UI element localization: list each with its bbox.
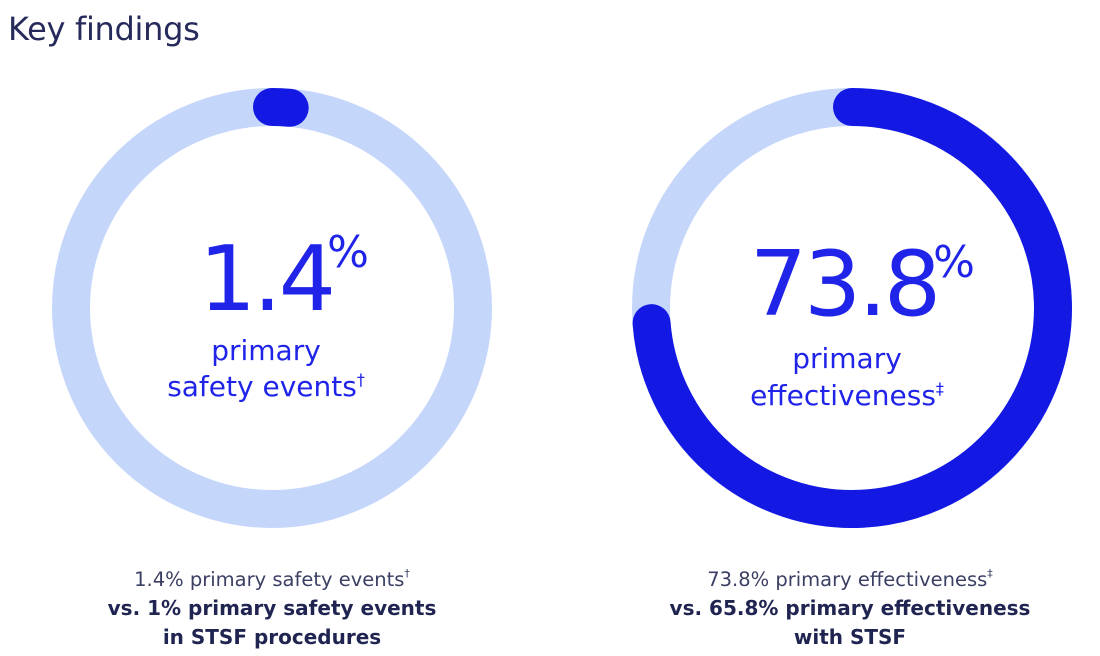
ring-value: 73.8: [750, 232, 938, 337]
ring-unit: %: [327, 227, 369, 278]
ring-unit: %: [933, 237, 975, 288]
page-title: Key findings: [8, 10, 200, 48]
caption-line3: in STSF procedures: [162, 625, 382, 649]
ring-label-line2: effectiveness‡: [750, 379, 944, 412]
ring-label-line1: primary: [792, 342, 902, 375]
safety-events-ring: 1.4 % primary safety events†: [52, 88, 492, 528]
caption-mark: ‡: [987, 567, 993, 580]
ring-label-line1: primary: [211, 334, 321, 367]
caption-mark: †: [404, 567, 410, 580]
caption-line3: with STSF: [793, 625, 907, 649]
caption-line1: 1.4% primary safety events†: [134, 567, 410, 591]
effectiveness-caption: 73.8% primary effectiveness‡ vs. 65.8% p…: [630, 566, 1070, 652]
ring-label-line2: safety events†: [167, 370, 365, 403]
caption-line2: vs. 1% primary safety events: [107, 596, 437, 620]
ring-progress-arc: [253, 88, 309, 127]
ring-progress-arc: [632, 88, 1072, 528]
ring-label-text: effectiveness: [750, 379, 936, 412]
ring-label-text: safety events: [167, 370, 357, 403]
safety-caption: 1.4% primary safety events† vs. 1% prima…: [52, 566, 492, 652]
ring-value: 1.4: [199, 227, 333, 332]
effectiveness-ring: 73.8 % primary effectiveness‡: [632, 88, 1072, 528]
caption-line2: vs. 65.8% primary effectiveness: [669, 596, 1031, 620]
ring-label-mark: ‡: [936, 379, 944, 398]
caption-line1: 73.8% primary effectiveness‡: [707, 567, 993, 591]
ring-label-mark: †: [357, 370, 365, 389]
